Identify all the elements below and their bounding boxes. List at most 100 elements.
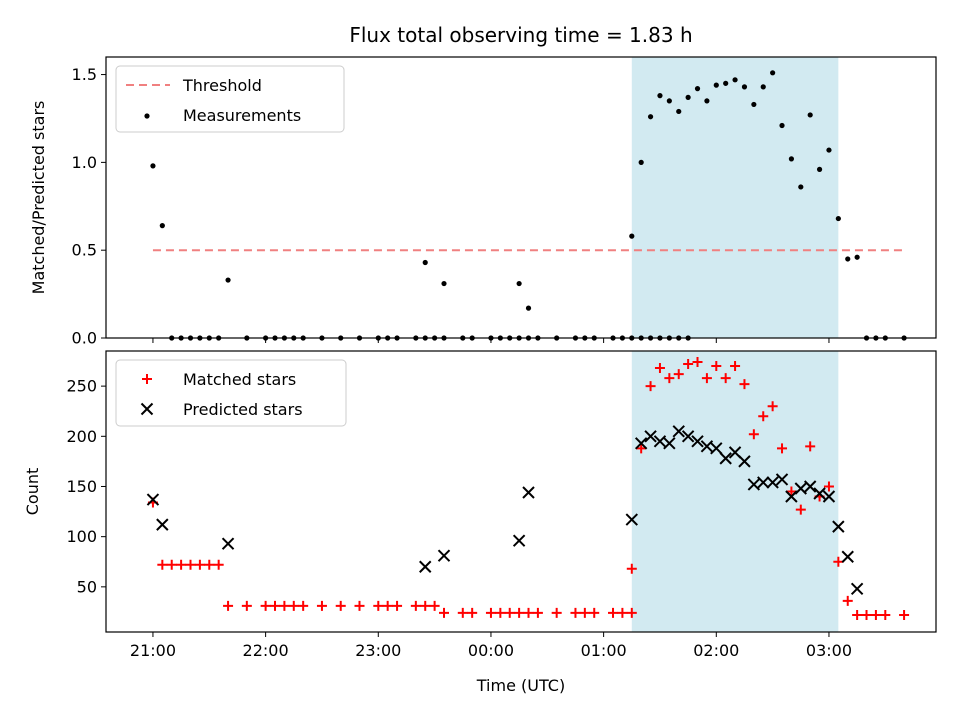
y-tick-label: 200 <box>66 427 97 446</box>
measurement-point <box>150 163 156 169</box>
measurement-point <box>788 156 795 162</box>
predicted-star-point <box>522 486 535 499</box>
predicted-star-point <box>747 478 761 491</box>
matched-star-point <box>805 441 816 452</box>
measurement-point <box>845 256 851 262</box>
matched-star-point <box>673 369 684 380</box>
predicted-star-point <box>841 550 854 563</box>
legend-box <box>115 359 347 427</box>
matched-star-point <box>439 607 450 618</box>
x-tick-label: 22:00 <box>243 641 289 660</box>
x-axis-label: Time (UTC) <box>476 676 565 695</box>
predicted-star-point <box>512 534 526 547</box>
y-tick-label: 0.5 <box>72 241 97 260</box>
measurement-point <box>225 277 231 283</box>
matched-star-point <box>176 559 187 570</box>
measurement-point <box>159 223 165 229</box>
bottom-panel: 50 100 150 200 250 21:00 22:00 23:00 00:00 01:00 0… <box>23 350 937 660</box>
matched-star-point <box>279 600 290 611</box>
measurement-point <box>647 114 654 120</box>
y-axis-label: Count <box>23 468 42 516</box>
y-tick-label: 250 <box>66 377 97 396</box>
legend: Matched stars Predicted stars <box>115 359 347 427</box>
matched-star-point <box>861 609 872 620</box>
matched-star-point <box>899 609 910 620</box>
matched-star-point <box>485 607 496 618</box>
measurement-point <box>807 112 813 118</box>
matched-star-point <box>241 600 252 611</box>
matched-star-point <box>720 373 731 384</box>
observing-span <box>631 351 839 632</box>
matched-star-point <box>514 607 525 618</box>
matched-star-point <box>870 609 881 620</box>
axes-frame <box>105 56 937 339</box>
matched-star-point <box>701 373 712 384</box>
matched-star-point <box>194 559 205 570</box>
matched-star-point <box>748 429 759 440</box>
measurement-point <box>516 280 522 287</box>
predicted-star-point <box>221 537 235 550</box>
matched-star-point <box>795 504 806 515</box>
predicted-star-point <box>663 437 676 450</box>
predicted-star-point <box>700 440 714 453</box>
matched-star-point <box>880 609 891 620</box>
legend-measurement-swatch <box>144 113 150 119</box>
matched-star-point <box>589 607 600 618</box>
matched-star-point <box>420 600 431 611</box>
matched-star-point <box>298 600 309 611</box>
matched-star-point <box>495 607 506 618</box>
predicted-star-point <box>634 437 648 450</box>
legend-label: Predicted stars <box>183 400 303 419</box>
predicted-star-point <box>691 435 704 448</box>
x-tick-label: 21:00 <box>130 641 176 660</box>
measurement-point <box>779 122 785 129</box>
measurement-point <box>657 93 663 99</box>
y-tick-label: 100 <box>66 527 97 546</box>
predicted-star-point <box>719 452 732 465</box>
predicted-star-point <box>794 482 808 495</box>
predicted-star-point <box>850 582 864 596</box>
matched-star-point <box>626 563 637 574</box>
measurement-point <box>835 215 841 222</box>
legend-label: Matched stars <box>183 370 296 389</box>
predicted-star-point <box>625 513 638 526</box>
matched-star-point <box>410 600 421 611</box>
predicted-star-point <box>738 455 751 468</box>
matched-star-point <box>570 607 581 618</box>
matched-star-point <box>354 600 365 611</box>
predicted-star-point <box>146 493 160 506</box>
matched-star-point <box>683 359 694 370</box>
matched-star-point <box>645 381 656 392</box>
measurement-point <box>422 259 428 266</box>
matched-star-point <box>392 600 403 611</box>
legend-label: Threshold <box>182 76 262 95</box>
matched-star-point <box>654 363 665 374</box>
predicted-star-point <box>653 435 667 448</box>
x-tick-label: 02:00 <box>693 641 739 660</box>
matched-star-point <box>608 607 619 618</box>
predicted-star-point <box>757 476 770 489</box>
measurement-point <box>826 147 832 153</box>
x-tick-label: 23:00 <box>355 641 401 660</box>
matched-star-point <box>467 607 478 618</box>
measurement-point <box>704 98 710 104</box>
matched-star-point <box>786 486 797 497</box>
chart-title: Flux total observing time = 1.83 h <box>349 23 692 47</box>
matched-star-point <box>777 443 788 454</box>
matched-star-point <box>739 379 750 390</box>
matched-star-point <box>767 401 778 412</box>
matched-star-point <box>626 607 637 618</box>
matched-star-point <box>270 600 281 611</box>
predicted-star-point <box>710 442 723 455</box>
matched-star-point <box>504 607 515 618</box>
measurement-point <box>676 108 682 115</box>
y-tick-label: 0.0 <box>72 329 97 348</box>
y-tick-label: 150 <box>66 477 97 496</box>
x-tick-label: 03:00 <box>806 641 852 660</box>
measurement-point <box>760 84 766 90</box>
measurement-point <box>441 280 447 287</box>
matched-star-point <box>523 607 534 618</box>
measurement-point <box>854 254 860 260</box>
matched-star-point <box>429 600 440 611</box>
y-tick-label: 1.5 <box>72 65 97 84</box>
